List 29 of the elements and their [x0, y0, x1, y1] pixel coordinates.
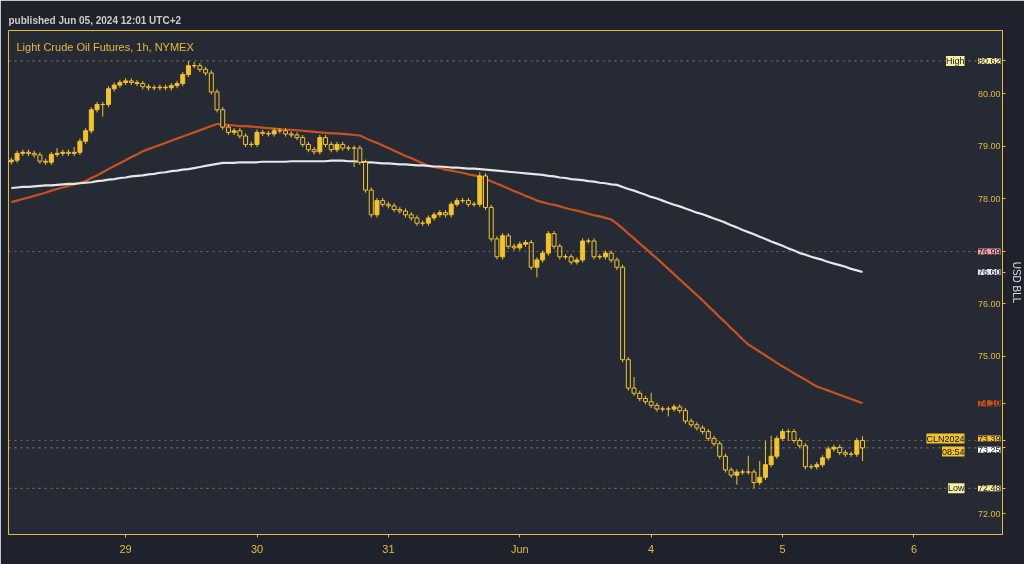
x-tick-label: Jun: [510, 542, 529, 555]
y-tick-label: 78.00: [977, 193, 1001, 204]
ref-line-label: CLN2024: [926, 433, 965, 444]
y-tick-label: 80.00: [977, 88, 1001, 99]
text: Light Crude Oil Futures, 1h, NYMEX: [16, 40, 195, 53]
x-tick-label: 29: [119, 542, 132, 555]
ref-line-label: Low: [947, 483, 965, 494]
y-tick-label: 73.39: [977, 433, 1001, 444]
x-tick-label: 4: [648, 542, 655, 555]
y-axis-title: USD BLL: [1010, 261, 1022, 304]
x-tick-label: 5: [779, 542, 786, 555]
y-tick-label: 79.00: [977, 141, 1001, 151]
y-tick-label: 80.62: [977, 55, 1001, 66]
x-tick-label: 6: [910, 542, 918, 555]
y-tick-label: 74.10: [977, 398, 1001, 409]
chart-subtitle: published Jun 05, 2024 12:01 UTC+2: [8, 14, 182, 26]
y-tick-label: 76.00: [977, 298, 1001, 309]
x-tick-label: 30: [250, 542, 264, 555]
y-tick-label: 72.48: [977, 483, 1001, 494]
x-tick-label: 31: [382, 542, 395, 555]
y-tick-label: 76.99: [977, 246, 1001, 257]
annotation: 08:54: [941, 446, 965, 457]
y-tick-label: 75.00: [977, 351, 1001, 361]
ref-line-label: High: [945, 55, 965, 66]
y-tick-label: 76.60: [977, 267, 1001, 277]
y-tick-label: 72.00: [977, 508, 1001, 519]
line-series: [10, 122, 864, 405]
y-tick-label: 73.25: [977, 444, 1001, 455]
line-series: [10, 159, 864, 274]
